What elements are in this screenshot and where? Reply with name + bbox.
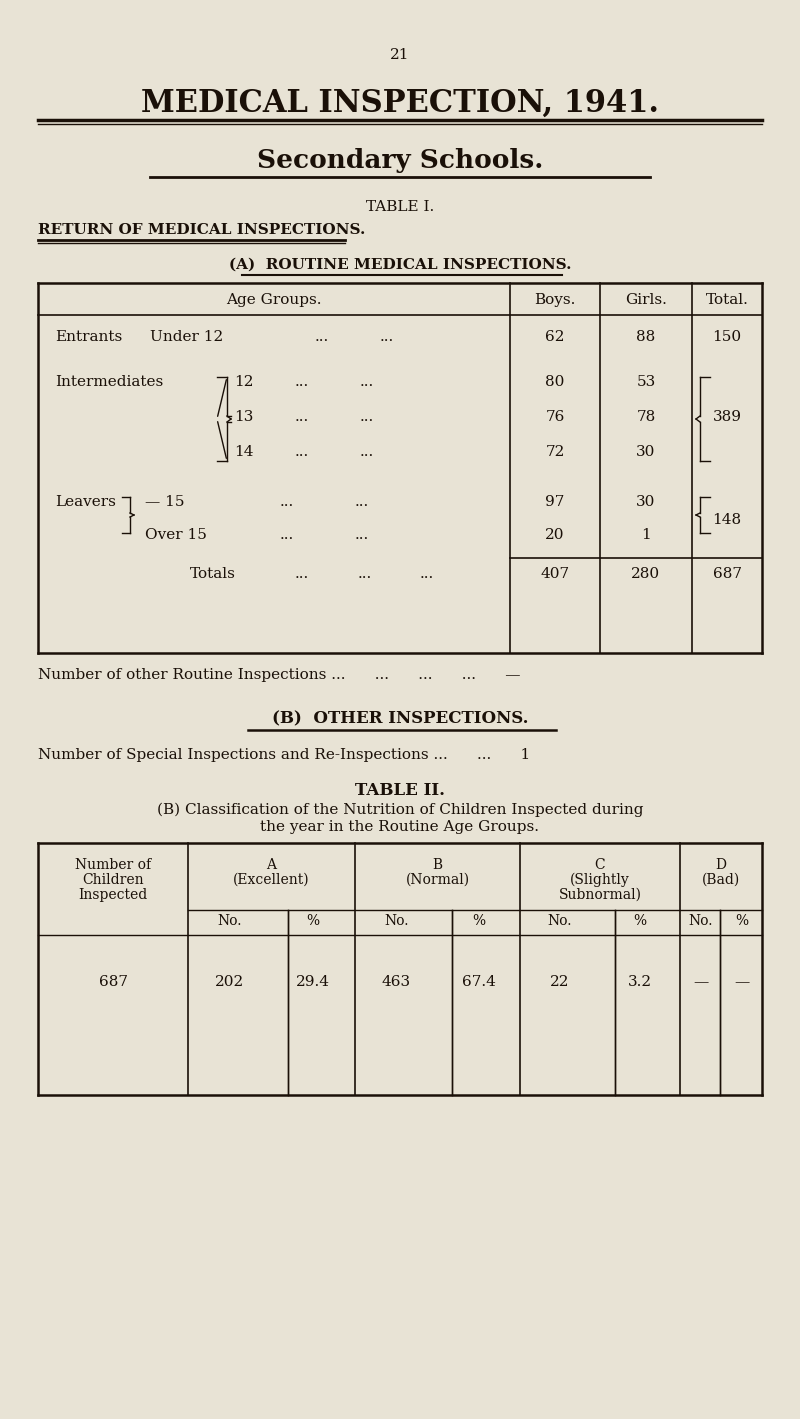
Text: ...: ...	[355, 495, 370, 509]
Text: Under 12: Under 12	[150, 331, 223, 343]
Text: 12: 12	[234, 375, 254, 389]
Text: No.: No.	[688, 914, 713, 928]
Text: 202: 202	[215, 975, 244, 989]
Text: No.: No.	[548, 914, 572, 928]
Text: MEDICAL INSPECTION, 1941.: MEDICAL INSPECTION, 1941.	[141, 88, 659, 119]
Text: D: D	[715, 858, 726, 873]
Text: — 15: — 15	[145, 495, 185, 509]
Text: 62: 62	[546, 331, 565, 343]
Text: 76: 76	[546, 410, 565, 424]
Text: B: B	[433, 858, 442, 873]
Text: %: %	[735, 914, 748, 928]
Text: (B) Classification of the Nutrition of Children Inspected during: (B) Classification of the Nutrition of C…	[157, 803, 643, 817]
Text: (Normal): (Normal)	[406, 873, 470, 887]
Text: No.: No.	[384, 914, 409, 928]
Text: ...: ...	[295, 568, 310, 580]
Text: —: —	[693, 975, 708, 989]
Text: Entrants: Entrants	[55, 331, 122, 343]
Text: ...: ...	[355, 528, 370, 542]
Text: ...: ...	[380, 331, 394, 343]
Text: Number of other Routine Inspections ...      ...      ...      ...      —: Number of other Routine Inspections ... …	[38, 668, 521, 683]
Text: ...: ...	[358, 568, 372, 580]
Text: 78: 78	[636, 410, 656, 424]
Text: 72: 72	[546, 446, 565, 458]
Text: (Slightly: (Slightly	[570, 873, 630, 887]
Text: 30: 30	[636, 446, 656, 458]
Text: 97: 97	[546, 495, 565, 509]
Text: Secondary Schools.: Secondary Schools.	[257, 148, 543, 173]
Text: A: A	[266, 858, 277, 873]
Text: 389: 389	[713, 410, 742, 424]
Text: 687: 687	[713, 568, 742, 580]
Text: 67.4: 67.4	[462, 975, 496, 989]
Text: (B)  OTHER INSPECTIONS.: (B) OTHER INSPECTIONS.	[272, 710, 528, 727]
Text: 148: 148	[713, 514, 742, 526]
Text: TABLE II.: TABLE II.	[355, 782, 445, 799]
Text: (Bad): (Bad)	[702, 873, 740, 887]
Text: ...: ...	[280, 495, 294, 509]
Text: Leavers: Leavers	[55, 495, 116, 509]
Text: Totals: Totals	[190, 568, 236, 580]
Text: 687: 687	[98, 975, 127, 989]
Text: 30: 30	[636, 495, 656, 509]
Text: 53: 53	[636, 375, 656, 389]
Text: 14: 14	[234, 446, 254, 458]
Text: ...: ...	[420, 568, 434, 580]
Text: ...: ...	[295, 446, 310, 458]
Text: ...: ...	[280, 528, 294, 542]
Text: No.: No.	[218, 914, 242, 928]
Text: ...: ...	[360, 375, 374, 389]
Text: ...: ...	[360, 446, 374, 458]
Text: Subnormal): Subnormal)	[558, 888, 642, 902]
Text: ...: ...	[360, 410, 374, 424]
Text: 407: 407	[541, 568, 570, 580]
Text: 29.4: 29.4	[296, 975, 330, 989]
Text: (Excellent): (Excellent)	[233, 873, 310, 887]
Text: Number of Special Inspections and Re-Inspections ...      ...      1: Number of Special Inspections and Re-Ins…	[38, 748, 530, 762]
Text: Number of: Number of	[75, 858, 151, 873]
Text: Total.: Total.	[706, 292, 749, 307]
Text: RETURN OF MEDICAL INSPECTIONS.: RETURN OF MEDICAL INSPECTIONS.	[38, 223, 366, 237]
Text: —: —	[734, 975, 749, 989]
Text: 1: 1	[641, 528, 651, 542]
Text: %: %	[634, 914, 646, 928]
Text: 3.2: 3.2	[628, 975, 652, 989]
Text: Children: Children	[82, 873, 144, 887]
Text: the year in the Routine Age Groups.: the year in the Routine Age Groups.	[261, 820, 539, 834]
Text: ...: ...	[295, 375, 310, 389]
Text: 80: 80	[546, 375, 565, 389]
Text: 280: 280	[631, 568, 661, 580]
Text: Age Groups.: Age Groups.	[226, 292, 322, 307]
Text: 463: 463	[382, 975, 411, 989]
Text: 88: 88	[636, 331, 656, 343]
Text: Girls.: Girls.	[625, 292, 667, 307]
Text: 13: 13	[234, 410, 254, 424]
Text: Boys.: Boys.	[534, 292, 576, 307]
Text: Inspected: Inspected	[78, 888, 148, 902]
Text: C: C	[594, 858, 606, 873]
Text: %: %	[306, 914, 320, 928]
Text: 20: 20	[546, 528, 565, 542]
Text: Intermediates: Intermediates	[55, 375, 163, 389]
Text: (A)  ROUTINE MEDICAL INSPECTIONS.: (A) ROUTINE MEDICAL INSPECTIONS.	[229, 258, 571, 272]
Text: TABLE I.: TABLE I.	[366, 200, 434, 214]
Text: ...: ...	[315, 331, 330, 343]
Text: Over 15: Over 15	[145, 528, 207, 542]
Text: 22: 22	[550, 975, 570, 989]
Text: 150: 150	[713, 331, 742, 343]
Text: ...: ...	[295, 410, 310, 424]
Text: %: %	[472, 914, 486, 928]
Text: 21: 21	[390, 48, 410, 62]
